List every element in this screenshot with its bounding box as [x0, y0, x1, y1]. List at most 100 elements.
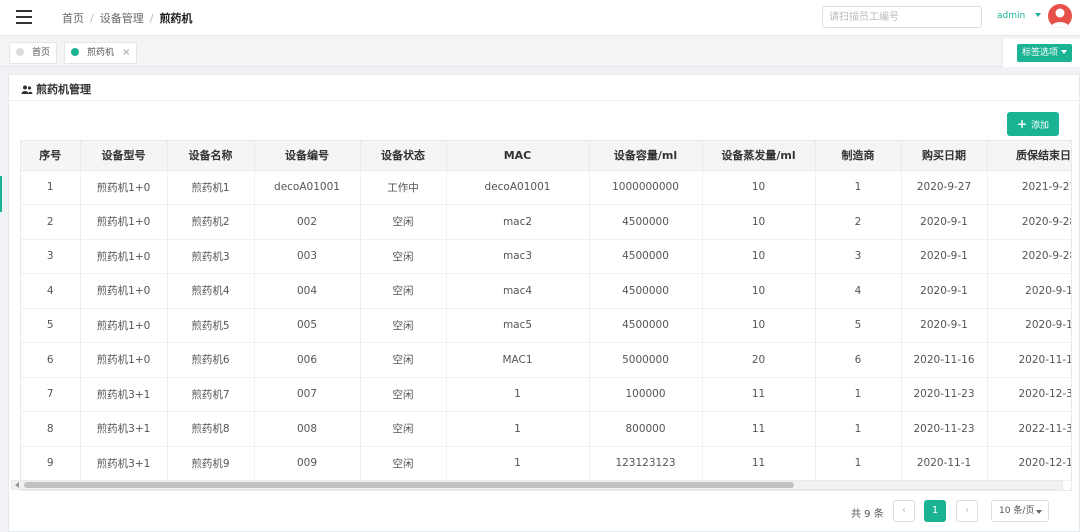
- breadcrumb-separator: /: [90, 12, 94, 25]
- next-page-button[interactable]: ›: [956, 500, 978, 522]
- table-cell: 空闲: [360, 342, 447, 378]
- users-icon: [21, 85, 33, 94]
- prev-page-button[interactable]: ‹: [893, 500, 915, 522]
- breadcrumb-home[interactable]: 首页: [62, 12, 84, 25]
- table-cell: 1: [815, 377, 902, 412]
- table-cell: 5: [815, 308, 902, 343]
- table-cell: 2020-9-1: [901, 273, 988, 309]
- table-cell: 2: [815, 204, 902, 240]
- table-cell: 煎药机9: [167, 446, 255, 481]
- table-cell: 10: [702, 239, 816, 274]
- table-row[interactable]: 5 煎药机1+0 煎药机5 005 空闲 mac5 4500000 10 5 2020-9-1 20…: [21, 308, 1071, 343]
- table-cell: 2020-12-12: [987, 446, 1071, 481]
- column-header: MAC: [446, 141, 590, 171]
- table-cell: 2021-9-27: [987, 170, 1071, 205]
- table-cell: 空闲: [360, 239, 447, 274]
- tag-options-button[interactable]: 标签选项: [1017, 44, 1073, 62]
- table-cell: 煎药机8: [167, 411, 255, 447]
- table-cell: 6: [815, 342, 902, 378]
- table-row[interactable]: 1 煎药机1+0 煎药机1 decoA01001 工作中 decoA01001 100000…: [21, 170, 1071, 205]
- table-cell: 2020-9-1: [901, 308, 988, 343]
- table-body: 1 煎药机1+0 煎药机1 decoA01001 工作中 decoA01001 100000…: [21, 170, 1071, 481]
- scroll-left-icon[interactable]: [15, 482, 19, 488]
- table-cell: 10: [702, 204, 816, 240]
- user-menu-name[interactable]: admin: [997, 11, 1026, 21]
- breadcrumb-device-management[interactable]: 设备管理: [99, 12, 144, 25]
- column-header: 序号: [21, 141, 81, 171]
- table-cell: 002: [254, 204, 361, 240]
- data-table-container[interactable]: 序号 设备型号 设备名称 设备编号 设备状态 MAC 设备容量/ml 设备蒸发量/ml 制造商购…: [20, 140, 1072, 491]
- table-cell: 4: [815, 273, 902, 309]
- avatar[interactable]: [1048, 4, 1072, 28]
- table-cell: 煎药机4: [167, 273, 255, 309]
- table-cell: 1: [446, 411, 590, 447]
- table-cell: 2020-9-28: [987, 239, 1071, 274]
- table-cell: 10: [702, 170, 816, 205]
- breadcrumb: 首页 / 设备管理 / 煎药机: [62, 10, 192, 26]
- table-cell: 004: [254, 273, 361, 309]
- table-cell: 2020-11-1: [901, 446, 988, 481]
- table-cell: 煎药机7: [167, 377, 255, 412]
- table-cell: 2020-11-16: [987, 342, 1071, 378]
- table-cell: 5000000: [589, 342, 703, 378]
- table-cell: 1: [815, 411, 902, 447]
- table-cell: 煎药机3+1: [80, 377, 168, 412]
- page-size-select[interactable]: 10 条/页: [991, 500, 1049, 522]
- table-row[interactable]: 6 煎药机1+0 煎药机6 006 空闲 MAC1 5000000 20 6 2020-11-16…: [21, 342, 1071, 378]
- table-cell: 煎药机1+0: [80, 342, 168, 378]
- pagination-total: 共 9 条: [851, 509, 884, 520]
- table-cell: 2020-11-23: [901, 377, 988, 412]
- menu-toggle-icon[interactable]: [16, 10, 32, 24]
- table-cell: 003: [254, 239, 361, 274]
- breadcrumb-separator: /: [149, 12, 154, 25]
- table-cell: 空闲: [360, 446, 447, 481]
- add-button[interactable]: + 添加: [1007, 112, 1059, 136]
- table-row[interactable]: 3 煎药机1+0 煎药机3 003 空闲 mac3 4500000 10 3 2020-9-1 20…: [21, 239, 1071, 274]
- table-cell: decoA01001: [254, 170, 361, 205]
- add-button-label: 添加: [1031, 121, 1050, 131]
- plus-icon: +: [1016, 117, 1028, 131]
- table-cell: 7: [21, 377, 81, 412]
- scrollbar-thumb[interactable]: [24, 482, 794, 488]
- table-row[interactable]: 7 煎药机3+1 煎药机7 007 空闲 1 100000 11 1 2020-11-23 2020…: [21, 377, 1071, 412]
- table-cell: 1: [815, 170, 902, 205]
- table-cell: 10: [702, 273, 816, 309]
- tag-home[interactable]: 首页: [9, 42, 58, 64]
- table-row[interactable]: 2 煎药机1+0 煎药机2 002 空闲 mac2 4500000 10 2 2020-9-1 20…: [21, 204, 1071, 240]
- table-cell: mac5: [446, 308, 590, 343]
- table-header: 序号 设备型号 设备名称 设备编号 设备状态 MAC 设备容量/ml 设备蒸发量/ml 制造商购…: [21, 141, 1071, 171]
- table-cell: 11: [702, 446, 816, 481]
- user-menu-caret-icon[interactable]: [1035, 13, 1041, 17]
- chevron-down-icon: [1036, 510, 1042, 514]
- table-row[interactable]: 4 煎药机1+0 煎药机4 004 空闲 mac4 4500000 10 4 2020-9-1 20…: [21, 273, 1071, 309]
- table-cell: 005: [254, 308, 361, 343]
- tag-options-container: 标签选项: [1002, 39, 1080, 67]
- column-header: 设备名称: [167, 141, 255, 171]
- tag-active-dot-icon: [71, 48, 79, 56]
- table-cell: 2020-12-31: [987, 377, 1071, 412]
- table-cell: 4500000: [589, 308, 703, 343]
- table-cell: 空闲: [360, 377, 447, 412]
- table-row[interactable]: 9 煎药机3+1 煎药机9 009 空闲 1 123123123 11 1 2020-11-1 20…: [21, 446, 1071, 481]
- table-row[interactable]: 8 煎药机3+1 煎药机8 008 空闲 1 800000 11 1 2020-11-23 2022…: [21, 411, 1071, 447]
- table-cell: 007: [254, 377, 361, 412]
- column-header: 制造商: [815, 141, 902, 171]
- column-header: 设备状态: [360, 141, 447, 171]
- close-icon[interactable]: ×: [122, 47, 131, 58]
- table-cell: 123123123: [589, 446, 703, 481]
- table-cell: 煎药机1+0: [80, 170, 168, 205]
- tag-decoction-machine[interactable]: 煎药机 ×: [64, 42, 138, 64]
- table-cell: 2020-9-1: [987, 308, 1071, 343]
- table-cell: 2020-9-27: [901, 170, 988, 205]
- table-cell: 空闲: [360, 204, 447, 240]
- table-cell: 2020-11-16: [901, 342, 988, 378]
- table-cell: 20: [702, 342, 816, 378]
- employee-scan-input[interactable]: [822, 6, 982, 28]
- column-header: 质保结束日期: [987, 141, 1071, 171]
- tag-label: 首页: [32, 48, 51, 58]
- tag-dot-icon: [16, 48, 24, 56]
- table-cell: MAC1: [446, 342, 590, 378]
- table-cell: 煎药机3+1: [80, 411, 168, 447]
- page-number-button[interactable]: 1: [924, 500, 946, 522]
- horizontal-scrollbar[interactable]: [11, 480, 1063, 490]
